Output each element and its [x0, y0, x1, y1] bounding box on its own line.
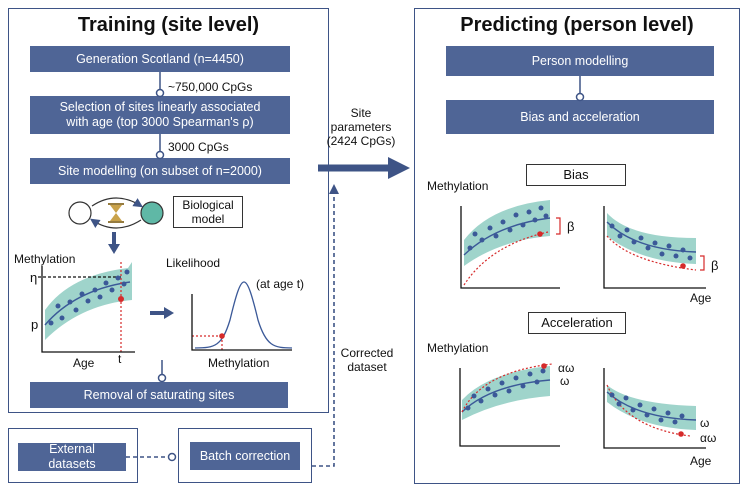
- acceleration-plot-falling: [603, 368, 706, 449]
- predicting-title: Predicting (person level): [460, 14, 694, 36]
- batch-link: [126, 184, 339, 467]
- likelihood-label: Likelihood: [166, 256, 221, 270]
- biological-model-box: Biological model: [173, 196, 243, 228]
- site-parameters-line-2: parameters: [330, 120, 392, 134]
- corrected-dataset-label: Corrected dataset: [330, 346, 404, 374]
- site-parameters-label: Site parameters (2424 CpGs): [322, 106, 400, 148]
- biological-model-graphic: [68, 197, 164, 229]
- alpha-omega-label-1: αω: [558, 361, 575, 375]
- methylation-axis-label: Methylation: [14, 252, 76, 266]
- bias-label-box: Bias: [526, 164, 626, 186]
- likelihood-plot: [191, 281, 293, 351]
- cohort-box: Generation Scotland (n=4450): [30, 46, 290, 72]
- t-label: t: [118, 352, 122, 366]
- hourglass-icon: [108, 203, 124, 223]
- person-modelling-box: Person modelling: [446, 46, 714, 76]
- site-parameters-line-3: (2424 CpGs): [326, 134, 396, 148]
- age-axis-label: Age: [73, 356, 95, 370]
- methylation-axis-bottom: Methylation: [427, 341, 489, 355]
- cpg-count-label: ~750,000 CpGs: [168, 80, 253, 94]
- eta-label: η: [30, 270, 38, 285]
- likelihood-x-label: Methylation: [208, 356, 270, 370]
- omega-label-2: ω: [700, 416, 710, 430]
- beta-label-2: β: [711, 258, 719, 273]
- training-plot: [38, 262, 135, 353]
- pipeline-connectors: [155, 72, 585, 383]
- site-parameters-line-1: Site: [350, 106, 372, 120]
- at-age-label: (at age t): [256, 277, 305, 291]
- methylation-axis-top: Methylation: [427, 179, 489, 193]
- bias-plot-rising: [460, 200, 561, 289]
- training-title: Training (site level): [77, 14, 260, 36]
- site-modelling-box: Site modelling (on subset of n=2000): [30, 158, 290, 184]
- corrected-line-2: dataset: [347, 360, 387, 374]
- omega-label-1: ω: [560, 374, 570, 388]
- selected-count-label: 3000 CpGs: [168, 140, 229, 154]
- batch-correction-box: Batch correction: [190, 442, 300, 470]
- age-axis-top: Age: [690, 291, 712, 305]
- age-axis-bottom: Age: [690, 454, 712, 468]
- beta-label-1: β: [567, 219, 575, 234]
- bias-acceleration-box: Bias and acceleration: [446, 100, 714, 134]
- p-label: p: [31, 317, 39, 332]
- selection-box: Selection of sites linearly associated w…: [30, 96, 290, 134]
- corrected-line-1: Corrected: [340, 346, 394, 360]
- bias-plot-falling: [603, 206, 706, 289]
- removal-box: Removal of saturating sites: [30, 382, 288, 408]
- external-datasets-box: External datasets: [18, 442, 126, 471]
- acceleration-plot-rising: [459, 363, 560, 447]
- acceleration-label-box: Acceleration: [528, 312, 626, 334]
- selection-line-1: Selection of sites linearly associated: [59, 100, 261, 114]
- selection-line-2: with age (top 3000 Spearman's ρ): [66, 115, 254, 129]
- alpha-omega-label-2: αω: [700, 431, 717, 445]
